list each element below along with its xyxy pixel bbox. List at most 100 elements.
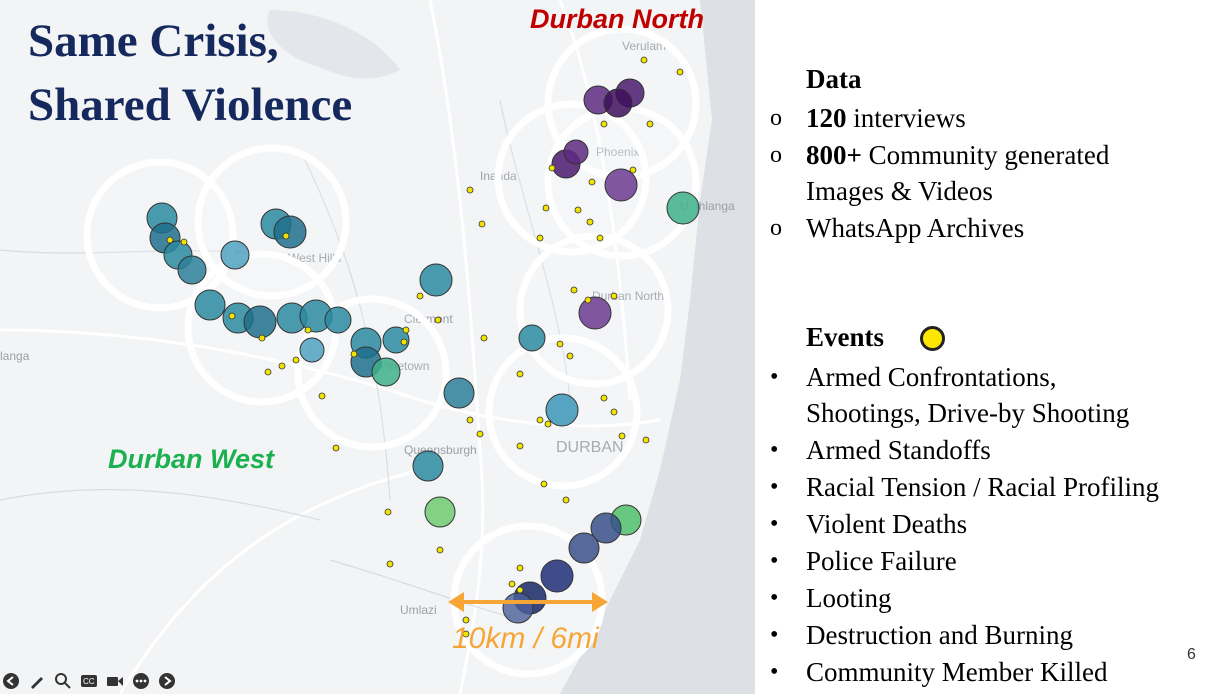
- data-item: o 120 interviews: [770, 100, 966, 136]
- captions-icon[interactable]: CC: [80, 672, 98, 690]
- data-item-continued: Images & Videos: [806, 173, 993, 209]
- event-point: [508, 580, 516, 588]
- event-point: [476, 430, 484, 438]
- region-label-north: Durban North: [530, 4, 704, 34]
- event-point: [516, 370, 524, 378]
- event-point: [304, 326, 312, 334]
- events-heading: Events: [806, 322, 884, 353]
- place-label-queensburgh: Queensburgh: [404, 443, 477, 457]
- event-point: [466, 416, 474, 424]
- event-point: [629, 166, 637, 174]
- event-item: • Police Failure: [770, 543, 957, 579]
- hotspot-ring: [494, 100, 650, 256]
- event-item-text: Police Failure: [806, 546, 957, 576]
- event-point: [480, 334, 488, 342]
- cluster-bubbles: [146, 78, 700, 624]
- back-icon[interactable]: [2, 672, 20, 690]
- more-icon[interactable]: [132, 672, 150, 690]
- bullet-icon: •: [770, 622, 779, 648]
- event-point: [416, 292, 424, 300]
- event-item-text: Shootings, Drive-by Shooting: [806, 398, 1130, 428]
- event-point: [462, 616, 470, 624]
- dam: [267, 10, 400, 79]
- place-label-phoenix: Phoenix: [596, 145, 639, 159]
- events-heading-text: Events: [806, 322, 885, 352]
- event-point: [228, 312, 236, 320]
- circle-bullet-icon: o: [770, 142, 782, 168]
- pen-icon[interactable]: [28, 672, 46, 690]
- event-point: [258, 334, 266, 342]
- ocean: [560, 0, 755, 694]
- cluster-bubble: [243, 305, 277, 339]
- event-point: [278, 362, 286, 370]
- event-point: [542, 204, 550, 212]
- presenter-toolbar: CC: [0, 668, 176, 694]
- event-item-continued: Shootings, Drive-by Shooting: [806, 395, 1129, 431]
- event-point: [436, 546, 444, 554]
- event-point: [466, 186, 474, 194]
- event-point: [536, 234, 544, 242]
- circle-bullet-icon: o: [770, 215, 782, 241]
- cluster-bubble: [563, 139, 589, 165]
- event-item: • Destruction and Burning: [770, 617, 1073, 653]
- bullet-icon: •: [770, 585, 779, 611]
- event-item: • Armed Standoffs: [770, 432, 991, 468]
- event-point: [676, 68, 684, 76]
- event-point: [180, 238, 188, 246]
- cluster-bubble: [299, 337, 325, 363]
- event-point: [434, 316, 442, 324]
- event-point: [574, 206, 582, 214]
- cluster-bubble: [194, 289, 226, 321]
- minor-roads: [0, 99, 571, 621]
- event-point: [400, 338, 408, 346]
- event-point: [548, 164, 556, 172]
- place-labels: Verulam Phoenix Inanda Umhlanga West Hil…: [0, 39, 735, 617]
- bullet-icon: •: [770, 364, 779, 390]
- cluster-bubble: [324, 306, 352, 334]
- scale-arrow: [448, 592, 608, 612]
- cluster-bubble: [666, 191, 700, 225]
- event-point: [586, 218, 594, 226]
- event-point: [318, 392, 326, 400]
- cluster-bubble: [419, 263, 453, 297]
- forward-icon[interactable]: [158, 672, 176, 690]
- event-point: [402, 326, 410, 334]
- data-item: o WhatsApp Archives: [770, 210, 1024, 246]
- place-label-umlazi: Umlazi: [400, 603, 437, 617]
- event-point: [640, 56, 648, 64]
- svg-text:CC: CC: [83, 677, 95, 686]
- page-number: 6: [1187, 646, 1196, 663]
- data-heading: Data: [806, 64, 862, 94]
- cluster-bubble: [220, 240, 250, 270]
- event-point: [562, 496, 570, 504]
- slide-title-line-1: Same Crisis,: [28, 15, 279, 67]
- place-label-langa: langa: [0, 349, 30, 363]
- event-point: [584, 296, 592, 304]
- event-point: [384, 508, 392, 516]
- event-point: [166, 236, 174, 244]
- region-label-west: Durban West: [108, 444, 275, 474]
- cluster-bubble: [604, 168, 638, 202]
- event-item-text: Armed Standoffs: [806, 435, 991, 465]
- cluster-bubble: [424, 496, 456, 528]
- event-point: [600, 120, 608, 128]
- event-point: [570, 286, 578, 294]
- zoom-icon[interactable]: [54, 672, 72, 690]
- cluster-bubble: [603, 88, 633, 118]
- event-point: [544, 420, 552, 428]
- cluster-bubble: [371, 357, 401, 387]
- cluster-bubble: [568, 532, 600, 564]
- place-label-verulam: Verulam: [622, 39, 666, 53]
- event-point: [618, 432, 626, 440]
- event-point: [556, 340, 564, 348]
- event-point: [646, 120, 654, 128]
- event-point: [332, 444, 340, 452]
- event-point: [386, 560, 394, 568]
- event-point: [600, 394, 608, 402]
- cluster-bubble: [273, 215, 307, 249]
- event-legend-dot-icon: [920, 326, 945, 351]
- event-item: • Looting: [770, 580, 892, 616]
- cluster-bubble: [518, 324, 546, 352]
- bullet-icon: •: [770, 474, 779, 500]
- camera-icon[interactable]: [106, 672, 124, 690]
